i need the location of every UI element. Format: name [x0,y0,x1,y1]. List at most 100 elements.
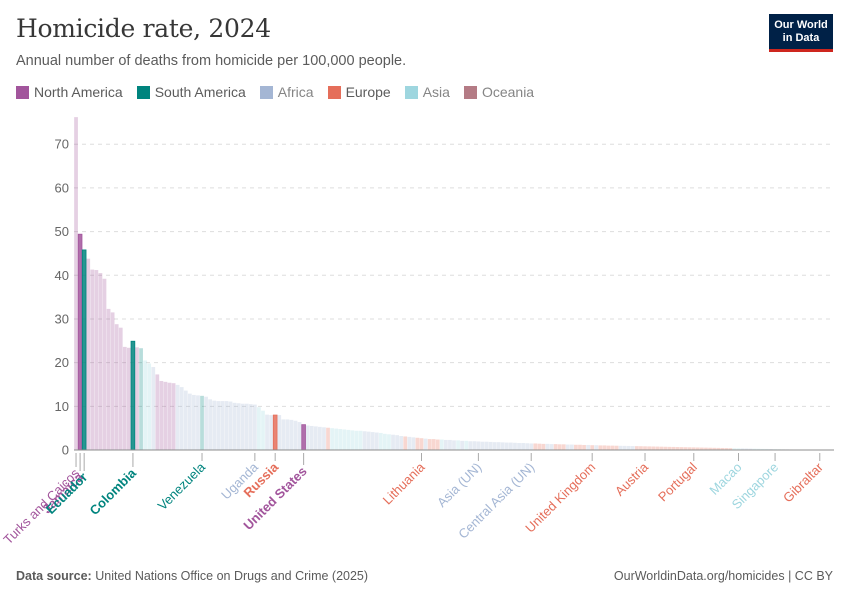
bar [748,448,753,450]
bar [77,233,83,451]
bar [700,447,704,450]
bar [610,445,615,450]
footer-source: Data source: United Nations Office on Dr… [16,569,368,583]
y-tick-label: 20 [55,355,69,370]
legend-item-europe[interactable]: Europe [327,84,391,100]
x-category-label: Gibraltar [780,459,826,505]
bar [171,383,176,450]
bar [533,443,538,450]
bar [708,447,712,450]
bar [232,402,237,450]
legend-item-oceania[interactable]: Oceania [463,84,534,100]
bar [334,428,339,450]
bar [464,440,469,450]
legend-label: South America [154,84,246,100]
legend: North America South America Africa Europ… [16,84,534,100]
bar [423,438,428,450]
bar [586,444,590,450]
bar [265,414,269,450]
bar [175,384,180,450]
bar [98,273,103,450]
bar [545,443,550,450]
bar [240,403,245,450]
bar [378,432,383,450]
bar [354,430,359,450]
bar [342,429,347,450]
bar [126,347,131,450]
legend-swatch [327,85,341,99]
legend-label: Asia [422,84,450,100]
bar [728,448,733,450]
bar [740,448,745,450]
bar [204,396,208,450]
bar [130,340,136,451]
bar [460,440,465,450]
x-category-label: Colombia [87,465,140,518]
bar [472,441,477,450]
legend-label: Africa [277,84,314,100]
legend-item-south-america[interactable]: South America [136,84,246,100]
bar [513,442,517,450]
bar [582,444,586,450]
bar [529,443,534,450]
bar [272,414,278,451]
bar [90,269,95,450]
bar [675,447,680,450]
bar [496,442,501,450]
bar [476,441,481,450]
bar [443,439,448,450]
bar [488,441,493,450]
bar [159,380,164,450]
legend-item-north-america[interactable]: North America [16,84,123,100]
bar [179,387,184,450]
chart-subtitle: Annual number of deaths from homicide pe… [16,53,407,69]
bar [630,446,635,450]
bar [598,445,603,450]
bar [419,438,424,450]
bar [301,424,306,451]
bar [391,434,395,450]
bar [200,395,204,450]
bar [147,363,152,450]
bar [216,401,221,450]
bar [639,446,643,450]
legend-item-africa[interactable]: Africa [259,84,314,100]
legend-label: North America [34,84,123,100]
bar [578,444,582,450]
bar [74,117,78,450]
legend-item-asia[interactable]: Asia [404,84,450,100]
bar [492,442,497,450]
bar [448,439,452,450]
bar [647,446,651,450]
bar [86,258,91,450]
bar [427,439,432,450]
bar [366,431,371,450]
owid-logo[interactable]: Our World in Data [769,14,833,52]
logo-line-1: Our World [774,19,828,31]
bar [403,436,408,450]
bar [602,445,607,450]
bar [655,446,660,450]
bar [236,403,241,450]
bar [626,445,631,450]
bar [143,360,148,450]
source-url-link[interactable]: OurWorldinData.org/homicides [613,569,785,583]
bar [561,444,566,450]
footer-separator: | [788,569,795,583]
bar [744,448,749,450]
bar [574,444,578,450]
bar [326,427,330,450]
bar [622,445,627,450]
bar [362,431,367,450]
bar [102,278,107,450]
bar [569,444,574,450]
bar [691,447,696,450]
bar [395,435,399,450]
x-category-label: Lithuania [380,459,428,507]
bar [704,447,708,450]
bar [724,448,729,450]
bar [228,401,233,450]
bar [407,436,412,450]
license-link[interactable]: CC BY [794,569,833,583]
